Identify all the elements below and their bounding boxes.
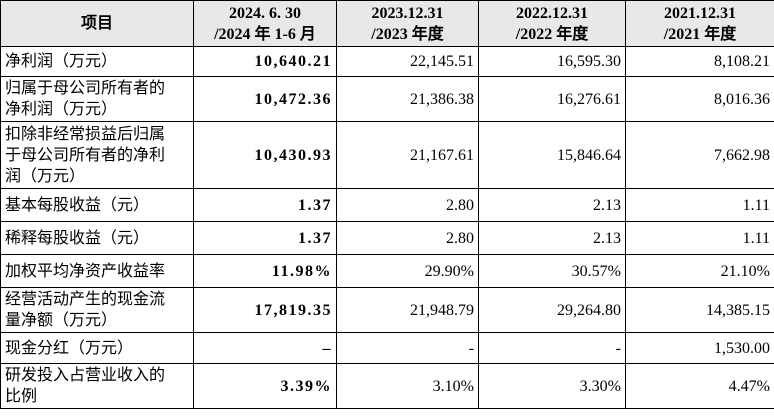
cell-line: 净利润（万元） bbox=[5, 53, 118, 70]
value-cell: - bbox=[336, 332, 479, 364]
cell-line: 比例 bbox=[5, 388, 38, 405]
value-cell: 1.37 bbox=[193, 221, 337, 255]
cell-line: 稀释每股收益（元） bbox=[5, 229, 150, 247]
cell-line: /2023 年度 bbox=[371, 25, 444, 43]
value-cell: 4.47% bbox=[625, 363, 774, 409]
value-cell: 29.90% bbox=[336, 254, 479, 288]
header-cell: 2024. 6. 30/2024 年 1-6 月 bbox=[193, 0, 337, 47]
value-cell: 10,640.21 bbox=[193, 46, 337, 77]
table-row: 归属于母公司所有者的 净利润（万元） 10,472.36 21,386.38 16,27… bbox=[0, 76, 774, 122]
value-cell: 22,145.51 bbox=[336, 46, 479, 77]
value-cell: 8,016.36 bbox=[625, 76, 774, 122]
value-cell: 11.98% bbox=[193, 254, 337, 288]
table-row: 加权平均净资产收益率 11.98% 29.90% 30.57% 21.10% bbox=[0, 254, 774, 288]
value-cell: 3.10% bbox=[336, 363, 479, 409]
table-row: 稀释每股收益（元） 1.37 2.80 2.13 1.11 bbox=[0, 221, 774, 255]
value-cell: 21,948.79 bbox=[336, 287, 479, 333]
row-label: 稀释每股收益（元） bbox=[0, 221, 194, 255]
value-cell: 1.11 bbox=[625, 188, 774, 222]
cell-line: /2021 年度 bbox=[663, 25, 737, 43]
row-label: 经营活动产生的现金流 量净额（万元） bbox=[0, 287, 194, 333]
value-cell: 29,264.80 bbox=[478, 287, 626, 333]
row-label: 加权平均净资产收益率 bbox=[0, 254, 194, 288]
row-label: 归属于母公司所有者的 净利润（万元） bbox=[0, 76, 194, 122]
cell-line: 量净额（万元） bbox=[5, 312, 118, 329]
value-cell: 3.39% bbox=[193, 363, 337, 409]
table-row: 现金分红（万元） – - -1,530.00 bbox=[0, 332, 774, 364]
cell-line: 经营活动产生的现金流 bbox=[5, 291, 166, 308]
header-cell: 2021.12.31/2021 年度 bbox=[625, 0, 774, 47]
cell-line: 净利润（万元） bbox=[5, 101, 118, 118]
value-cell: 15,846.64 bbox=[478, 121, 626, 189]
value-cell: 1.37 bbox=[193, 188, 337, 222]
cell-line: 2022.12.31 bbox=[516, 4, 588, 22]
cell-line: 润（万元） bbox=[5, 167, 86, 185]
cell-line: 归属于母公司所有者的 bbox=[5, 80, 166, 97]
header-cell: 2023.12.31/2023 年度 bbox=[336, 0, 479, 47]
row-label: 基本每股收益（元） bbox=[0, 188, 194, 222]
cell-line: 现金分红（万元） bbox=[5, 339, 134, 357]
value-cell: 2.13 bbox=[478, 188, 626, 222]
value-cell: 21.10% bbox=[625, 254, 774, 288]
value-cell: 2.80 bbox=[336, 221, 479, 255]
value-cell: 1,530.00 bbox=[625, 332, 774, 364]
table-row: 基本每股收益（元） 1.37 2.80 2.13 1.11 bbox=[0, 188, 774, 222]
data-table: 项目 2024. 6. 30/2024 年 1-6 月 2023.12.31/202… bbox=[0, 0, 774, 409]
table-row: 经营活动产生的现金流 量净额（万元） 17,819.35 21,948.79 29,26… bbox=[0, 287, 774, 333]
cell-line: 项目 bbox=[80, 15, 113, 32]
value-cell: 21,167.61 bbox=[336, 121, 479, 189]
value-cell: 21,386.38 bbox=[336, 76, 479, 122]
row-label: 净利润（万元） bbox=[0, 46, 194, 77]
value-cell: - bbox=[478, 332, 626, 364]
value-cell: 14,385.15 bbox=[625, 287, 774, 333]
header-row: 项目 2024. 6. 30/2024 年 1-6 月 2023.12.31/202… bbox=[0, 0, 774, 47]
value-cell: – bbox=[193, 332, 337, 364]
value-cell: 10,430.93 bbox=[193, 121, 337, 189]
value-cell: 3.30% bbox=[478, 363, 626, 409]
value-cell: 17,819.35 bbox=[193, 287, 337, 333]
value-cell: 8,108.21 bbox=[625, 46, 774, 77]
row-label: 扣除非经常损益后归属 于母公司所有者的净利 润（万元） bbox=[0, 121, 194, 189]
table-row: 扣除非经常损益后归属 于母公司所有者的净利 润（万元） 10,430.93 21,167… bbox=[0, 121, 774, 189]
value-cell: 30.57% bbox=[478, 254, 626, 288]
table-row: 研发投入占营业收入的 比例 3.39% 3.10% 3.30% 4.47% bbox=[0, 363, 774, 409]
header-cell: 项目 bbox=[0, 0, 194, 47]
cell-line: 研发投入占营业收入的 bbox=[5, 367, 166, 384]
table-row: 净利润（万元） 10,640.21 22,145.51 16,595.30 8,108.… bbox=[0, 46, 774, 77]
value-cell: 2.80 bbox=[336, 188, 479, 222]
value-cell: 7,662.98 bbox=[625, 121, 774, 189]
cell-line: 2023.12.31 bbox=[371, 4, 444, 22]
row-label: 研发投入占营业收入的 比例 bbox=[0, 363, 194, 409]
cell-line: 2021.12.31 bbox=[664, 4, 736, 22]
header-cell: 2022.12.31/2022 年度 bbox=[478, 0, 626, 47]
value-cell: 16,276.61 bbox=[478, 76, 626, 122]
cell-line: 于母公司所有者的净利 bbox=[5, 146, 166, 164]
cell-line: 加权平均净资产收益率 bbox=[5, 262, 166, 280]
value-cell: 2.13 bbox=[478, 221, 626, 255]
row-label: 现金分红（万元） bbox=[0, 332, 194, 364]
cell-line: 基本每股收益（元） bbox=[5, 196, 150, 214]
value-cell: 1.11 bbox=[625, 221, 774, 255]
cell-line: 扣除非经常损益后归属 bbox=[5, 125, 166, 143]
value-cell: 16,595.30 bbox=[478, 46, 626, 77]
value-cell: 10,472.36 bbox=[193, 76, 337, 122]
cell-line: /2022 年度 bbox=[515, 25, 589, 43]
cell-line: 2024. 6. 30 bbox=[229, 4, 301, 22]
cell-line: /2024 年 1-6 月 bbox=[214, 25, 316, 43]
